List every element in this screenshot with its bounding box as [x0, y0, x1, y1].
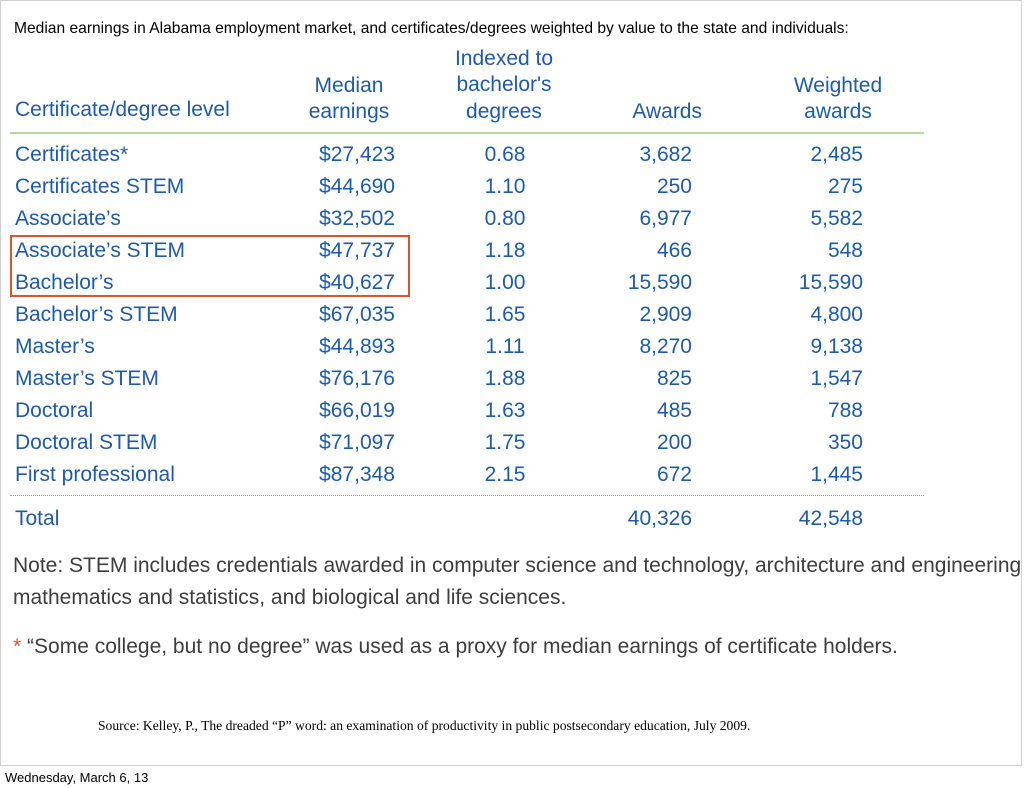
row-earnings: $47,737	[319, 239, 395, 262]
row-level: First professional	[15, 463, 175, 486]
header-awards: Awards	[632, 100, 702, 123]
footer-date: Wednesday, March 6, 13	[5, 770, 149, 785]
header-indexed-3: degrees	[466, 100, 542, 123]
row-index: 1.65	[484, 303, 526, 326]
total-awards: 40,326	[627, 507, 692, 530]
row-awards: 825	[656, 367, 692, 390]
header-earnings-1: Median	[314, 74, 384, 97]
row-index: 0.80	[484, 207, 526, 230]
row-awards: 8,270	[639, 335, 692, 358]
row-level: Certificates*	[15, 143, 129, 166]
total-weighted: 42,548	[798, 507, 863, 530]
row-index: 1.18	[484, 239, 526, 262]
note-proxy: * “Some college, but no degree” was used…	[13, 633, 898, 661]
header-level: Certificate/degree level	[15, 98, 230, 121]
row-awards: 200	[656, 431, 692, 454]
header-indexed-2: bachelor's	[456, 73, 552, 96]
note-stem-line-1: Note: STEM includes credentials awarded …	[13, 554, 1022, 577]
row-weighted: 548	[827, 239, 863, 262]
row-weighted: 1,445	[810, 463, 863, 486]
row-awards: 672	[656, 463, 692, 486]
row-awards: 485	[656, 399, 692, 422]
row-level: Associate’s	[15, 207, 121, 230]
row-earnings: $76,176	[319, 367, 395, 390]
row-weighted: 275	[827, 175, 863, 198]
row-earnings: $66,019	[319, 399, 395, 422]
row-index: 1.63	[484, 399, 526, 422]
row-awards: 250	[656, 175, 692, 198]
row-awards: 466	[656, 239, 692, 262]
row-weighted: 4,800	[810, 303, 863, 326]
source-citation: Source: Kelley, P., The dreaded “P” word…	[98, 718, 751, 733]
row-weighted: 9,138	[810, 335, 863, 358]
row-earnings: $32,502	[319, 207, 395, 230]
row-awards: 2,909	[639, 303, 692, 326]
asterisk-mark: *	[13, 635, 22, 658]
row-index: 2.15	[484, 463, 526, 486]
highlight-box	[10, 235, 410, 297]
row-index: 1.11	[485, 335, 525, 358]
row-weighted: 1,547	[810, 367, 863, 390]
row-index: 0.68	[484, 143, 526, 166]
row-index: 1.00	[484, 271, 526, 294]
header-indexed-1: Indexed to	[454, 47, 554, 70]
row-weighted: 350	[827, 431, 863, 454]
header-earnings-2: earnings	[308, 100, 390, 123]
row-earnings: $87,348	[319, 463, 395, 486]
row-awards: 15,590	[627, 271, 692, 294]
slide-caption: Median earnings in Alabama employment ma…	[14, 20, 849, 37]
row-index: 1.10	[484, 175, 526, 198]
row-level: Bachelor’s STEM	[15, 303, 178, 326]
row-index: 1.75	[484, 431, 526, 454]
slide: Median earnings in Alabama employment ma…	[0, 0, 1022, 766]
row-earnings: $27,423	[319, 143, 395, 166]
row-level: Master’s STEM	[15, 367, 159, 390]
row-level: Master’s	[15, 335, 95, 358]
total-rule	[10, 495, 924, 496]
row-weighted: 15,590	[798, 271, 863, 294]
row-level: Bachelor’s	[15, 271, 114, 294]
row-weighted: 788	[827, 399, 863, 422]
row-earnings: $67,035	[319, 303, 395, 326]
total-label: Total	[15, 507, 60, 530]
row-awards: 3,682	[639, 143, 692, 166]
row-earnings: $40,627	[319, 271, 395, 294]
row-level: Certificates STEM	[15, 175, 185, 198]
row-level: Associate’s STEM	[15, 239, 185, 262]
row-earnings: $44,690	[319, 175, 395, 198]
header-weighted-2: awards	[804, 100, 872, 123]
row-weighted: 5,582	[810, 207, 863, 230]
header-weighted-1: Weighted	[793, 74, 883, 97]
row-level: Doctoral	[15, 399, 94, 422]
row-index: 1.88	[484, 367, 526, 390]
row-weighted: 2,485	[810, 143, 863, 166]
row-earnings: $71,097	[319, 431, 395, 454]
note-proxy-text: “Some college, but no degree” was used a…	[27, 635, 898, 658]
row-level: Doctoral STEM	[15, 431, 158, 454]
header-rule	[10, 132, 924, 134]
row-earnings: $44,893	[319, 335, 395, 358]
row-awards: 6,977	[639, 207, 692, 230]
note-stem-line-2: mathematics and statistics, and biologic…	[13, 586, 567, 609]
